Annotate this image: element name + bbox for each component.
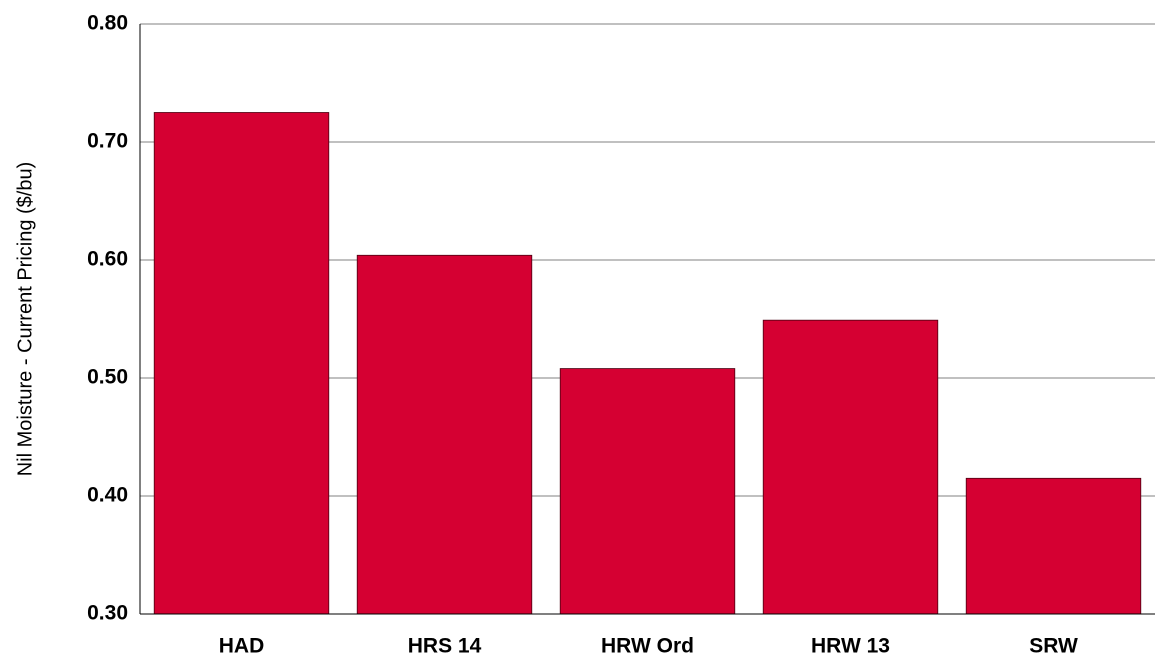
x-tick-label: SRW xyxy=(1029,635,1078,658)
bar xyxy=(965,477,1142,615)
x-tick-label: HRW 13 xyxy=(811,635,890,658)
y-axis-title: Nil Moisture - Current Pricing ($/bu) xyxy=(14,162,36,477)
bar xyxy=(762,319,939,615)
x-tick-label: HRW Ord xyxy=(601,635,694,658)
bar xyxy=(356,254,533,615)
y-tick-label: 0.30 xyxy=(87,602,128,625)
x-tick-label: HAD xyxy=(219,635,265,658)
y-tick-label: 0.50 xyxy=(87,366,128,389)
bar xyxy=(153,112,330,615)
bar xyxy=(559,368,736,615)
y-tick-label: 0.40 xyxy=(87,484,128,507)
y-tick-label: 0.80 xyxy=(87,12,128,35)
x-tick-label: HRS 14 xyxy=(408,635,482,658)
y-tick-label: 0.60 xyxy=(87,248,128,271)
y-tick-label: 0.70 xyxy=(87,130,128,153)
